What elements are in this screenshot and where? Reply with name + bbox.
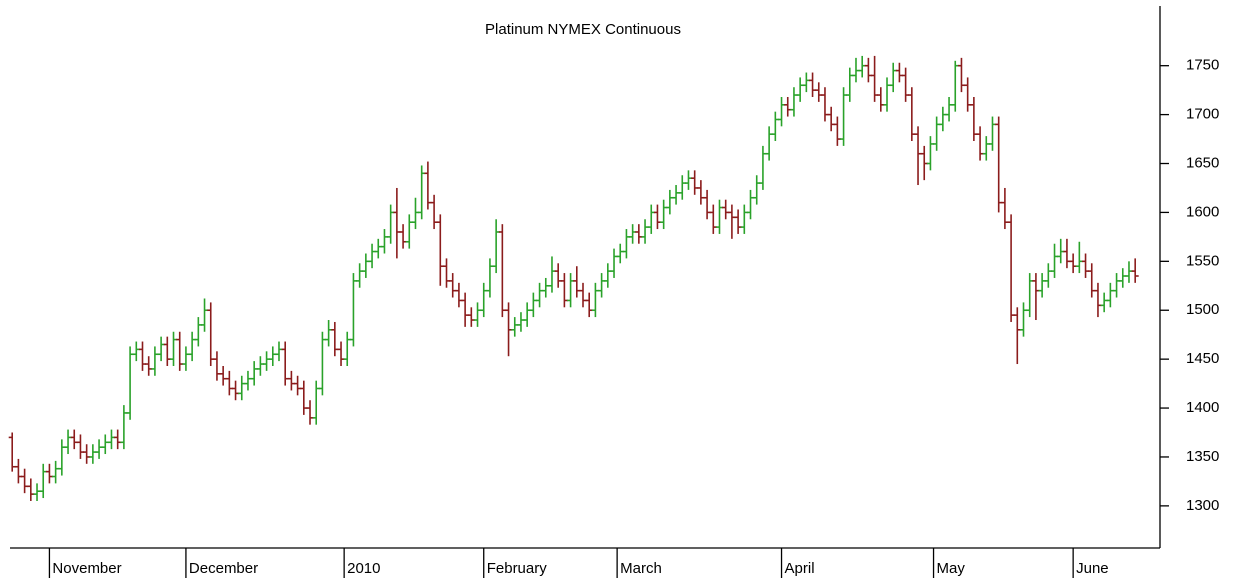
- chart-title: Platinum NYMEX Continuous: [485, 21, 681, 38]
- y-tick-label: 1600: [1186, 203, 1219, 220]
- y-tick-label: 1500: [1186, 301, 1219, 318]
- y-tick-label: 1550: [1186, 252, 1219, 269]
- y-tick-label: 1300: [1186, 497, 1219, 514]
- y-tick-label: 1400: [1186, 399, 1219, 416]
- x-tick-label: December: [189, 560, 258, 577]
- x-tick-label: April: [785, 560, 815, 577]
- x-tick-label: June: [1076, 560, 1109, 577]
- x-tick-label: November: [52, 560, 121, 577]
- y-tick-label: 1650: [1186, 154, 1219, 171]
- x-tick-label: February: [487, 560, 548, 577]
- y-tick-label: 1450: [1186, 350, 1219, 367]
- x-tick-label: March: [620, 560, 662, 577]
- y-tick-label: 1350: [1186, 448, 1219, 465]
- y-tick-label: 1750: [1186, 57, 1219, 74]
- x-tick-label: 2010: [347, 560, 380, 577]
- y-tick-label: 1700: [1186, 106, 1219, 123]
- x-tick-label: May: [937, 560, 966, 577]
